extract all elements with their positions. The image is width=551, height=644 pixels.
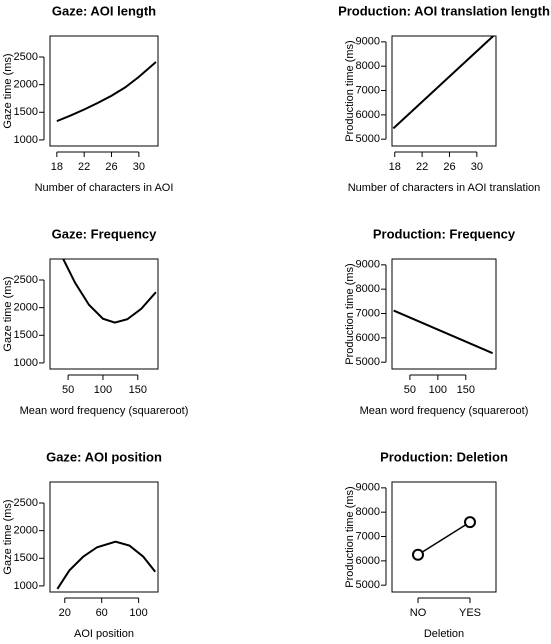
y-tick-label: 7000 — [356, 84, 380, 96]
y-tick-label: 8000 — [356, 60, 380, 72]
x-tick-label: YES — [459, 607, 481, 619]
y-tick-label: 2000 — [14, 525, 38, 537]
x-tick-label: NO — [410, 607, 427, 619]
panel: Production: Deletion Deletion Production t… — [344, 449, 508, 639]
x-axis-label: Deletion — [424, 628, 464, 640]
connector-line — [417, 521, 471, 556]
y-tick-label: 2500 — [14, 51, 38, 63]
x-tick-label: 100 — [129, 607, 147, 619]
x-tick-label: 26 — [443, 161, 455, 173]
x-tick-label: 22 — [416, 161, 428, 173]
y-tick-label: 8000 — [356, 283, 380, 295]
panel: Production: AOI translation length Number… — [338, 3, 550, 193]
x-tick-label: 50 — [62, 384, 74, 396]
fit-line — [62, 259, 157, 324]
y-tick-label: 2500 — [14, 497, 38, 509]
y-tick-label: 6000 — [356, 109, 380, 121]
panel: Gaze: AOI length Number of characters in … — [2, 3, 173, 193]
y-tick-label: 2000 — [14, 79, 38, 91]
y-tick-label: 1500 — [14, 552, 38, 564]
y-axis-label: Production time (ms) — [344, 40, 356, 141]
y-tick-label: 7000 — [356, 307, 380, 319]
x-tick-label: 50 — [404, 384, 416, 396]
panel-title: Gaze: AOI position — [46, 449, 162, 464]
y-tick-label: 9000 — [356, 36, 380, 48]
y-tick-label: 1000 — [14, 357, 38, 369]
x-tick-label: 22 — [78, 161, 90, 173]
y-axis-label: Production time (ms) — [344, 486, 356, 587]
fit-line — [393, 309, 494, 355]
plot-box — [49, 258, 159, 370]
x-tick-label: 18 — [51, 161, 63, 173]
y-tick-label: 2000 — [14, 302, 38, 314]
y-tick-label: 8000 — [356, 506, 380, 518]
y-tick-label: 2500 — [14, 274, 38, 286]
panel: Production: Frequency Mean word frequency… — [344, 226, 528, 416]
plot-box — [391, 481, 497, 593]
y-tick-label: 5000 — [356, 133, 380, 145]
x-tick-label: 18 — [389, 161, 401, 173]
y-tick-label: 5000 — [356, 579, 380, 591]
x-tick-label: 26 — [105, 161, 117, 173]
x-tick-label: 100 — [429, 384, 447, 396]
y-tick-label: 7000 — [356, 530, 380, 542]
plot-box — [391, 35, 497, 147]
x-tick-label: 30 — [471, 161, 483, 173]
fit-line — [56, 540, 157, 590]
point — [464, 516, 476, 529]
x-axis-label: Mean word frequency (squareroot) — [20, 405, 189, 417]
plot-box — [391, 258, 497, 370]
y-tick-label: 1000 — [14, 580, 38, 592]
y-tick-label: 1000 — [14, 134, 38, 146]
panel-title: Production: Deletion — [380, 449, 508, 464]
y-tick-label: 9000 — [356, 259, 380, 271]
panel-title: Gaze: Frequency — [52, 226, 158, 241]
y-axis-label: Gaze time (ms) — [2, 53, 14, 128]
fit-line — [392, 36, 494, 130]
x-axis-label: AOI position — [74, 628, 134, 640]
y-axis-label: Gaze time (ms) — [2, 499, 14, 574]
x-axis-label: Number of characters in AOI — [35, 182, 174, 194]
y-tick-label: 9000 — [356, 482, 380, 494]
x-tick-label: 100 — [94, 384, 112, 396]
panel-title: Gaze: AOI length — [52, 3, 156, 18]
fit-line — [56, 61, 157, 123]
x-tick-label: 150 — [457, 384, 475, 396]
x-axis-label: Number of characters in AOI translation — [348, 182, 541, 194]
y-axis-label: Production time (ms) — [344, 263, 356, 364]
x-tick-label: 60 — [96, 607, 108, 619]
plot-box — [49, 481, 159, 593]
y-tick-label: 1500 — [14, 106, 38, 118]
x-tick-label: 20 — [59, 607, 71, 619]
y-tick-label: 5000 — [356, 356, 380, 368]
panel: Gaze: AOI position AOI position Gaze time … — [2, 449, 162, 639]
y-tick-label: 6000 — [356, 555, 380, 567]
x-axis-label: Mean word frequency (squareroot) — [360, 405, 529, 417]
plot-box — [49, 35, 159, 147]
y-tick-label: 1500 — [14, 329, 38, 341]
panel-title: Production: AOI translation length — [338, 3, 550, 18]
y-axis-label: Gaze time (ms) — [2, 276, 14, 351]
y-tick-label: 6000 — [356, 332, 380, 344]
x-tick-label: 150 — [129, 384, 147, 396]
panel-title: Production: Frequency — [373, 226, 516, 241]
x-tick-label: 30 — [133, 161, 145, 173]
point — [412, 548, 424, 561]
panel: Gaze: Frequency Mean word frequency (squa… — [2, 226, 188, 416]
